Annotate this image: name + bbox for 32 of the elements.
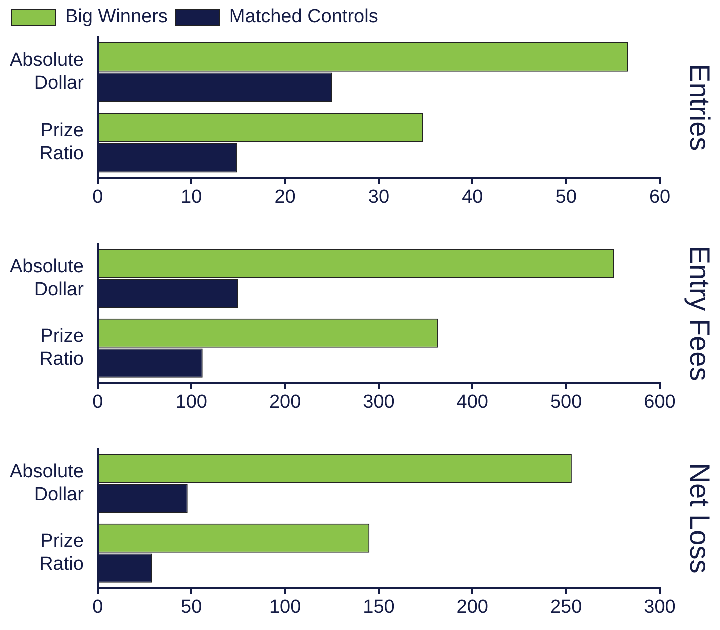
x-tick-label: 50 — [556, 186, 577, 208]
x-tick-label: 0 — [92, 186, 104, 208]
y-tick-label: Absolute Dollar — [10, 256, 85, 300]
x-tick-label: 0 — [92, 596, 104, 618]
x-tick-label: 40 — [462, 186, 484, 208]
x-tick-label: 100 — [269, 596, 302, 618]
y-axis-title: Entry Fees — [684, 246, 716, 382]
x-tick-label: 60 — [649, 186, 671, 208]
x-tick-label: 250 — [550, 596, 582, 618]
legend-label: Matched Controls — [229, 6, 378, 28]
x-tick-label: 100 — [176, 392, 208, 413]
x-tick-label: 200 — [269, 392, 302, 413]
y-tick-label: Prize Ratio — [40, 326, 84, 370]
x-tick-label: 50 — [181, 596, 202, 618]
x-tick-label: 600 — [644, 392, 676, 413]
y-tick-label: Prize Ratio — [40, 531, 84, 575]
y-tick-label: Absolute Dollar — [10, 461, 85, 506]
x-tick-label: 20 — [274, 186, 296, 208]
legend-label: Big Winners — [66, 6, 168, 28]
y-tick-label: Absolute Dollar — [10, 50, 85, 94]
y-tick-label: Prize Ratio — [40, 120, 84, 165]
x-tick-label: 150 — [363, 596, 395, 618]
x-tick-label: 0 — [92, 392, 104, 413]
x-tick-label: 200 — [456, 596, 488, 618]
x-tick-label: 10 — [181, 186, 202, 208]
x-tick-label: 30 — [368, 186, 390, 208]
x-tick-label: 300 — [644, 596, 676, 618]
x-tick-label: 500 — [550, 392, 582, 413]
x-tick-label: 300 — [363, 392, 395, 413]
x-tick-label: 400 — [456, 392, 488, 413]
y-axis-title: Entries — [684, 64, 716, 152]
y-axis-title: Net Loss — [684, 463, 716, 574]
